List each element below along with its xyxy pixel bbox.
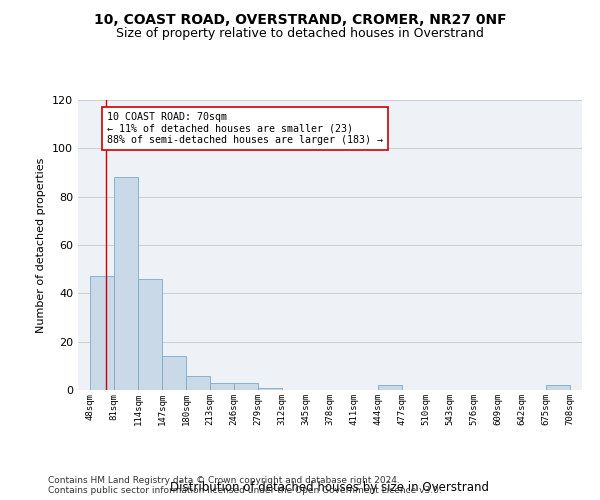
Bar [378,385,402,390]
Text: Size of property relative to detached houses in Overstrand: Size of property relative to detached ho… [116,28,484,40]
Bar [162,356,186,390]
Bar [90,276,114,390]
Bar [258,388,282,390]
Text: Contains HM Land Registry data © Crown copyright and database right 2024.
Contai: Contains HM Land Registry data © Crown c… [48,476,442,495]
Bar [210,383,234,390]
Bar [546,385,570,390]
Bar [114,178,138,390]
Text: 10 COAST ROAD: 70sqm
← 11% of detached houses are smaller (23)
88% of semi-detac: 10 COAST ROAD: 70sqm ← 11% of detached h… [107,112,383,146]
Bar [138,279,162,390]
X-axis label: Distribution of detached houses by size in Overstrand: Distribution of detached houses by size … [170,480,490,494]
Bar [186,376,210,390]
Bar [234,383,258,390]
Y-axis label: Number of detached properties: Number of detached properties [37,158,46,332]
Text: 10, COAST ROAD, OVERSTRAND, CROMER, NR27 0NF: 10, COAST ROAD, OVERSTRAND, CROMER, NR27… [94,12,506,26]
